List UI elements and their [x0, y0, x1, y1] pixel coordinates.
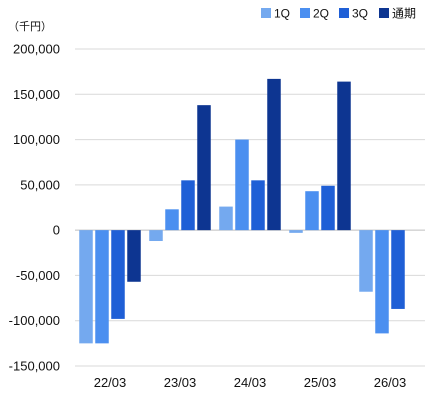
bars	[79, 78, 405, 344]
y-tick-label: -150,000	[9, 359, 60, 374]
bar-22-03-2Q	[95, 230, 109, 344]
bar-24-03-通期	[267, 78, 281, 231]
bar-22-03-1Q	[79, 230, 93, 344]
x-category-label: 25/03	[304, 375, 337, 390]
y-tick-label: 150,000	[13, 87, 60, 102]
legend-label: 3Q	[352, 7, 368, 21]
y-tick-label: 50,000	[20, 177, 60, 192]
legend: 1Q 2Q 3Q 通期	[261, 7, 416, 21]
x-category-label: 23/03	[164, 375, 197, 390]
y-tick-label: -50,000	[16, 268, 60, 283]
gridlines	[75, 48, 425, 367]
bar-25-03-2Q	[305, 191, 319, 231]
y-tick-label: -100,000	[9, 313, 60, 328]
bar-22-03-通期	[127, 230, 141, 282]
y-tick-label: 200,000	[13, 42, 60, 57]
x-category-label: 26/03	[374, 375, 407, 390]
bar-25-03-1Q	[289, 230, 303, 233]
bar-26-03-2Q	[375, 230, 389, 334]
unit-label: （千円）	[8, 20, 52, 33]
legend-swatch	[379, 8, 389, 18]
bar-22-03-3Q	[111, 230, 125, 319]
legend-swatch	[261, 8, 271, 18]
bar-23-03-2Q	[165, 209, 179, 231]
bar-23-03-1Q	[149, 230, 163, 242]
bar-24-03-1Q	[219, 206, 233, 231]
x-axis-categories: 22/03 23/03 24/03 25/03 26/03	[94, 375, 407, 390]
bar-25-03-通期	[337, 81, 351, 231]
bar-24-03-3Q	[251, 180, 265, 231]
legend-label: 通期	[392, 7, 416, 21]
legend-label: 2Q	[313, 7, 329, 21]
bar-26-03-3Q	[391, 230, 405, 309]
legend-label: 1Q	[274, 7, 290, 21]
y-tick-label: 0	[53, 223, 60, 238]
legend-swatch	[339, 8, 349, 18]
x-category-label: 22/03	[94, 375, 127, 390]
legend-swatch	[300, 8, 310, 18]
x-category-label: 24/03	[234, 375, 267, 390]
y-tick-label: 100,000	[13, 132, 60, 147]
y-axis-ticks: 200,000 150,000 100,000 50,000 0 -50,000 -100,…	[9, 42, 60, 374]
bar-24-03-2Q	[235, 139, 249, 231]
bar-25-03-3Q	[321, 185, 335, 231]
bar-23-03-3Q	[181, 180, 195, 231]
bar-26-03-1Q	[359, 230, 373, 292]
bar-23-03-通期	[197, 105, 211, 231]
